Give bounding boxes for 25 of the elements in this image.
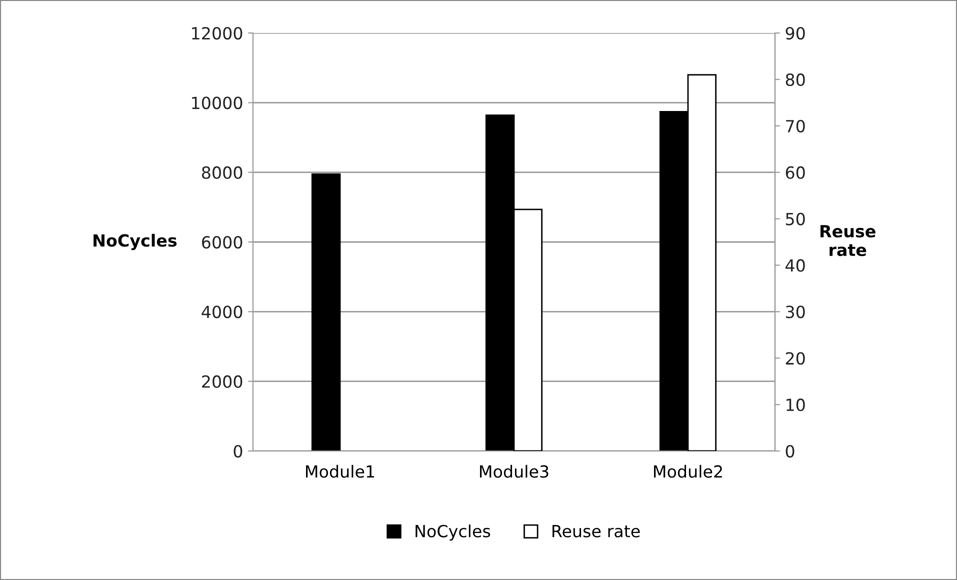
legend-label: NoCycles xyxy=(416,524,490,541)
y2-tick-label: 20 xyxy=(786,352,805,365)
y2-tick-label: 40 xyxy=(786,259,805,272)
y2-tick-label: 80 xyxy=(786,73,805,86)
y-tick-label: 6000 xyxy=(202,236,242,249)
y-axis-title: NoCycles xyxy=(94,234,177,250)
bar xyxy=(311,173,341,451)
y-tick-label: 10000 xyxy=(192,96,242,110)
y2-tick-label: 70 xyxy=(786,120,805,132)
y-tick-label: 0 xyxy=(234,444,242,458)
y2-tick-label: 30 xyxy=(786,306,805,318)
y-tick-label: 4000 xyxy=(202,306,242,318)
y-tick-label: 2000 xyxy=(202,375,242,388)
x-tick-label: Module1 xyxy=(306,464,374,478)
y2-tick-label: 90 xyxy=(786,26,805,40)
y2-tick-label: 50 xyxy=(786,212,805,226)
legend-label: Reuse rate xyxy=(552,525,640,538)
x-tick-label: Module3 xyxy=(480,464,548,478)
y2-axis-title: Reuse rate xyxy=(820,225,876,256)
x-tick-label: Module2 xyxy=(654,464,722,478)
y2-tick-label: 60 xyxy=(786,166,805,179)
y2-tick-label: 0 xyxy=(786,444,794,458)
y-tick-label: 12000 xyxy=(192,26,242,40)
y-tick-label: 8000 xyxy=(202,166,242,179)
y2-tick-label: 10 xyxy=(786,398,805,412)
